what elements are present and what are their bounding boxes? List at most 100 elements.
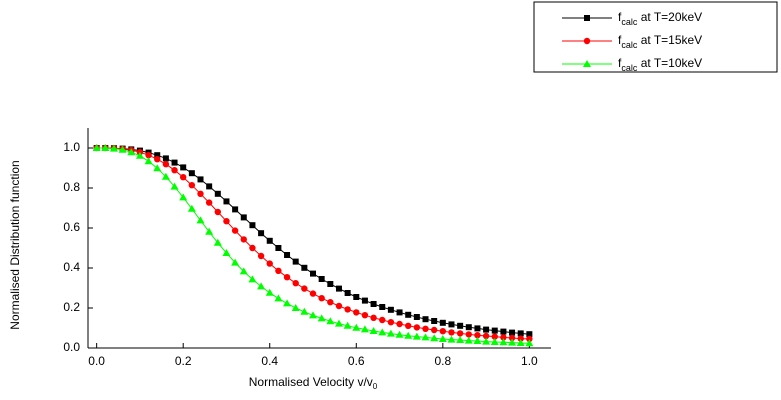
x-axis-label-text: Normalised Velocity v/v xyxy=(249,375,373,389)
legend-label: fcalc at T=10keV xyxy=(618,56,702,73)
marker xyxy=(500,328,507,335)
marker xyxy=(448,321,455,328)
y-tick-label: 0.4 xyxy=(63,260,80,274)
marker xyxy=(526,331,533,338)
legend-label-part: at T=15keV xyxy=(637,33,702,47)
legend-marker xyxy=(583,60,591,67)
legend-label: fcalc at T=15keV xyxy=(618,33,702,50)
marker xyxy=(344,306,351,313)
marker xyxy=(171,159,178,166)
marker xyxy=(405,322,412,329)
marker xyxy=(222,249,231,256)
marker xyxy=(118,145,127,153)
marker xyxy=(439,319,446,326)
marker xyxy=(404,331,413,339)
x-axis-label: Normalised Velocity v/v0 xyxy=(249,375,378,391)
marker xyxy=(483,326,490,333)
marker xyxy=(187,204,196,212)
marker xyxy=(197,190,204,197)
y-tick-label: 0.6 xyxy=(63,220,80,234)
marker xyxy=(240,214,247,221)
marker xyxy=(283,299,292,307)
y-tick-label: 0.8 xyxy=(63,180,80,194)
marker xyxy=(361,312,369,319)
marker xyxy=(490,338,499,345)
y-tick-label: 0.2 xyxy=(63,300,80,314)
marker xyxy=(188,170,195,177)
marker xyxy=(525,339,534,347)
legend-label-part: at T=20keV xyxy=(637,10,702,24)
marker xyxy=(378,328,387,336)
marker xyxy=(361,297,368,304)
marker xyxy=(265,288,274,296)
marker xyxy=(334,319,343,327)
marker xyxy=(153,164,162,172)
marker xyxy=(422,325,429,332)
marker xyxy=(438,335,447,342)
marker xyxy=(188,182,196,189)
marker xyxy=(456,330,464,337)
marker xyxy=(240,236,247,243)
marker xyxy=(353,309,360,316)
marker xyxy=(395,330,404,338)
marker xyxy=(508,338,517,346)
legend-label-part: calc xyxy=(621,40,638,50)
y-axis-label: Normalised Distribution function xyxy=(8,160,22,329)
marker xyxy=(162,161,170,168)
marker xyxy=(412,332,421,340)
marker xyxy=(283,274,291,281)
marker xyxy=(335,285,342,292)
y-tick-label: 0.0 xyxy=(63,340,80,354)
x-tick-label: 0.6 xyxy=(348,354,365,368)
marker xyxy=(291,304,300,311)
marker xyxy=(508,334,516,342)
marker xyxy=(214,208,222,216)
marker xyxy=(500,334,507,341)
marker xyxy=(231,227,239,234)
marker xyxy=(248,275,257,283)
marker xyxy=(292,280,299,287)
legend-marker xyxy=(583,37,591,45)
marker xyxy=(474,325,481,332)
marker xyxy=(180,164,187,171)
marker xyxy=(456,336,465,343)
legend-label-part: calc xyxy=(621,63,638,73)
marker xyxy=(396,309,403,316)
marker xyxy=(309,290,317,297)
marker xyxy=(370,314,377,321)
marker xyxy=(214,190,221,197)
series-line xyxy=(96,147,530,335)
marker xyxy=(284,252,291,258)
marker xyxy=(499,338,508,346)
marker xyxy=(162,155,169,162)
marker xyxy=(274,294,283,302)
marker xyxy=(326,317,335,325)
marker xyxy=(145,152,152,159)
marker xyxy=(352,323,361,331)
x-axis-label-sub: 0 xyxy=(373,382,378,391)
legend-label-part: f xyxy=(618,10,622,24)
marker xyxy=(249,244,256,252)
marker xyxy=(257,282,266,290)
marker xyxy=(205,199,213,206)
marker xyxy=(301,264,308,271)
marker xyxy=(464,336,473,344)
marker xyxy=(474,332,481,339)
marker xyxy=(516,339,525,346)
marker xyxy=(266,237,273,244)
marker xyxy=(491,327,498,334)
marker xyxy=(422,316,429,323)
marker xyxy=(473,337,482,344)
marker xyxy=(335,302,343,310)
marker xyxy=(343,321,352,329)
marker xyxy=(196,216,205,224)
marker xyxy=(405,311,412,318)
marker xyxy=(517,335,524,342)
legend-label-part: f xyxy=(618,33,622,47)
marker xyxy=(205,227,214,235)
marker xyxy=(300,307,309,315)
legend-label-part: f xyxy=(618,56,622,70)
marker xyxy=(206,183,213,190)
legend-label: fcalc at T=20keV xyxy=(618,10,702,27)
